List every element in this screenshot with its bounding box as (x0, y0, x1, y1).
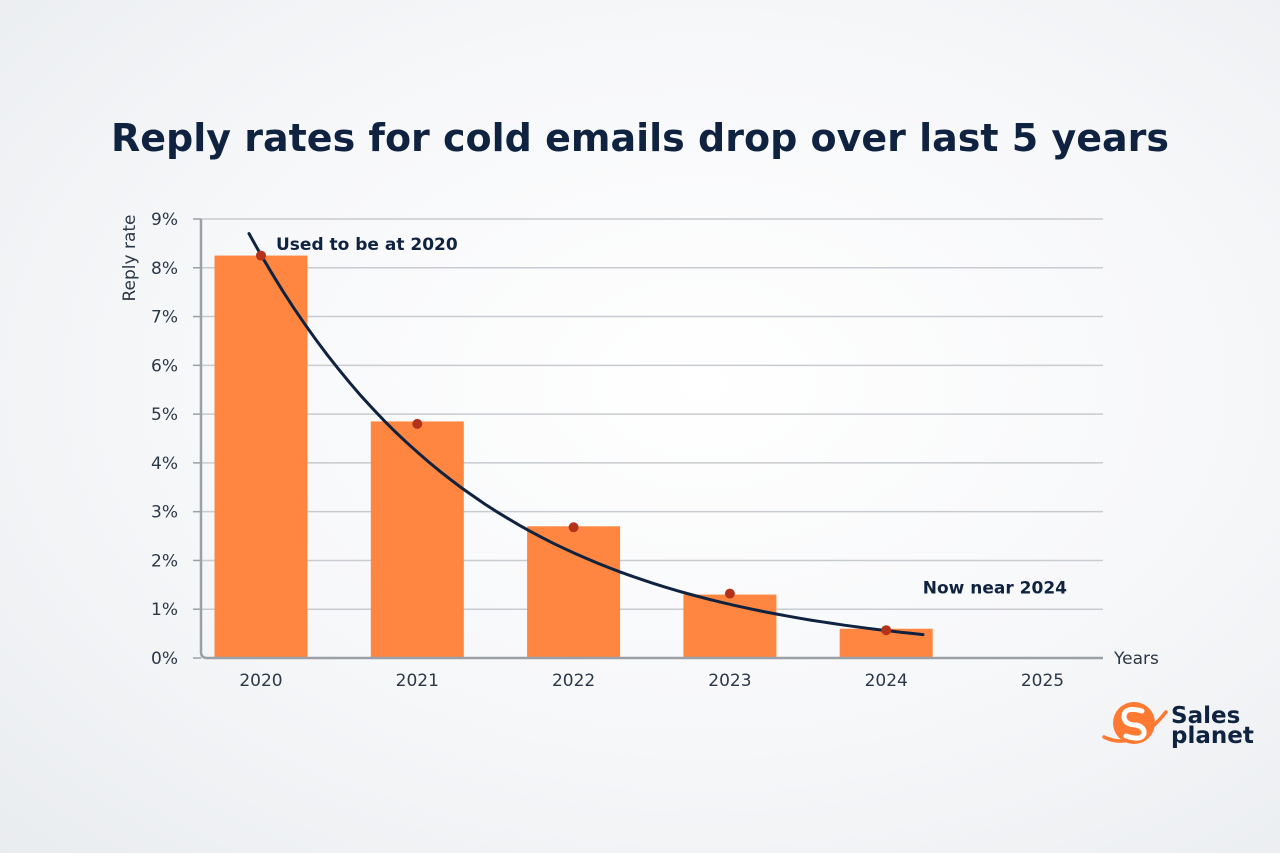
trend-marker-2024 (881, 625, 892, 636)
y-tick-label-4: 4% (151, 454, 178, 474)
labels: 0% 1% 2% 3% 4% 5% 6% 7% 8% 9% 2020 2021 2022 2023 2024… (151, 210, 1067, 691)
x-tick-label-2024: 2024 (865, 671, 908, 691)
y-tick-label-1: 1% (151, 600, 178, 620)
trend-marker-2020 (256, 250, 266, 261)
trend-marker-2023 (724, 588, 735, 599)
annotation-2020: Used to be at 2020 (276, 235, 458, 255)
trend-marker-2022 (568, 522, 579, 533)
x-axis-title: Years (1113, 649, 1159, 669)
trend (247, 232, 925, 637)
sales-planet-logo-icon (1102, 702, 1168, 744)
y-tick-label-3: 3% (151, 503, 178, 523)
x-tick-label-2020: 2020 (239, 671, 282, 691)
bar-2021 (370, 421, 464, 658)
x-tick-label-2021: 2021 (396, 671, 439, 691)
grid-lines (193, 218, 1103, 659)
trend-line (247, 232, 925, 637)
chart-title: Reply rates for cold emails drop over la… (110, 116, 1170, 160)
y-tick-label-0: 0% (151, 649, 178, 669)
y-tick-label-2: 2% (151, 551, 178, 571)
x-tick-label-2025: 2025 (1021, 671, 1064, 691)
trend-marker-2021 (412, 418, 423, 429)
bars (214, 255, 933, 659)
logo-text-line1: Sales (1171, 703, 1240, 729)
axes-lines (199, 219, 1103, 660)
y-tick-label-9: 9% (151, 210, 178, 230)
y-tick-label-8: 8% (151, 259, 178, 279)
y-axis-title: Reply rate (120, 214, 140, 301)
x-tick-label-2023: 2023 (708, 671, 751, 691)
y-tick-label-5: 5% (151, 405, 178, 425)
bar-2020 (214, 255, 308, 659)
y-tick-label-6: 6% (151, 356, 178, 376)
axes (199, 219, 1103, 660)
y-tick-label-7: 7% (151, 308, 178, 328)
x-tick-label-2022: 2022 (552, 671, 595, 691)
sales-planet-logo: Sales planet (1102, 702, 1254, 749)
bar-2022 (527, 526, 621, 658)
annotation-2024: Now near 2024 (923, 579, 1067, 599)
logo-text-line2: planet (1171, 723, 1254, 749)
